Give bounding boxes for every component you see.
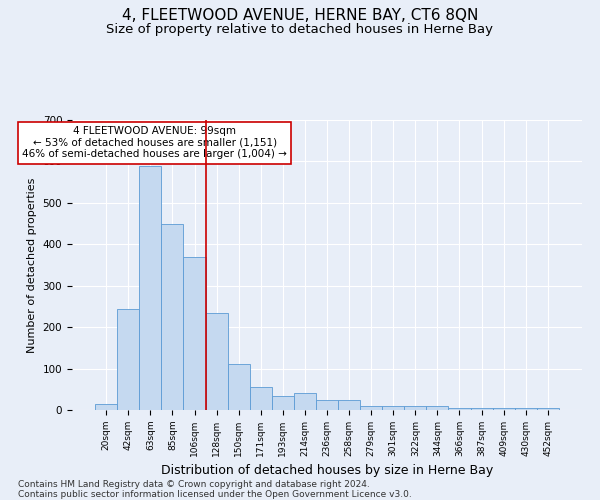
X-axis label: Distribution of detached houses by size in Herne Bay: Distribution of detached houses by size … xyxy=(161,464,493,477)
Bar xyxy=(360,406,382,410)
Bar xyxy=(294,394,316,410)
Bar xyxy=(338,400,360,410)
Bar xyxy=(117,308,139,410)
Bar xyxy=(316,400,338,410)
Bar xyxy=(470,408,493,410)
Text: 4 FLEETWOOD AVENUE: 99sqm
← 53% of detached houses are smaller (1,151)
46% of se: 4 FLEETWOOD AVENUE: 99sqm ← 53% of detac… xyxy=(22,126,287,160)
Bar xyxy=(227,364,250,410)
Text: Size of property relative to detached houses in Herne Bay: Size of property relative to detached ho… xyxy=(107,22,493,36)
Bar xyxy=(139,166,161,410)
Bar xyxy=(161,224,184,410)
Text: Contains HM Land Registry data © Crown copyright and database right 2024.
Contai: Contains HM Land Registry data © Crown c… xyxy=(18,480,412,499)
Bar xyxy=(515,408,537,410)
Bar xyxy=(250,387,272,410)
Bar xyxy=(427,406,448,410)
Bar xyxy=(404,406,427,410)
Bar xyxy=(382,406,404,410)
Bar xyxy=(184,256,206,410)
Y-axis label: Number of detached properties: Number of detached properties xyxy=(27,178,37,352)
Bar xyxy=(272,396,294,410)
Text: 4, FLEETWOOD AVENUE, HERNE BAY, CT6 8QN: 4, FLEETWOOD AVENUE, HERNE BAY, CT6 8QN xyxy=(122,8,478,22)
Bar xyxy=(448,408,470,410)
Bar xyxy=(206,312,227,410)
Bar xyxy=(493,408,515,410)
Bar xyxy=(537,408,559,410)
Bar xyxy=(95,404,117,410)
